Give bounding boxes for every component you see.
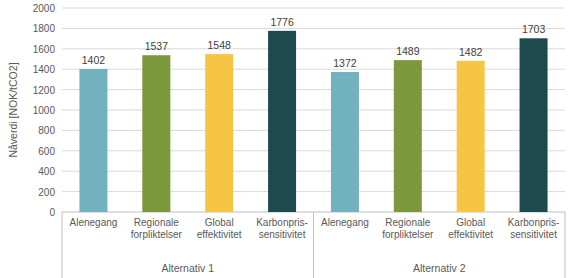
category-label: Karbonpris-sensitivitet <box>508 217 560 240</box>
y-tick-label: 200 <box>38 187 55 198</box>
category-label: Alenegang <box>70 217 118 228</box>
y-axis-title: Nåverdi [NOK/tCO2] <box>7 62 19 157</box>
grid-line <box>62 8 565 9</box>
y-tick-label: 800 <box>38 125 55 136</box>
category-label: Globaleffektivitet <box>197 217 242 240</box>
bar <box>520 38 548 212</box>
grid-line <box>62 28 565 29</box>
bar <box>268 31 296 212</box>
y-tick-label: 1400 <box>33 64 56 75</box>
y-tick-label: 2000 <box>33 3 56 14</box>
grid-line <box>62 110 565 111</box>
category-label: Karbonpris-sensitivitet <box>256 217 308 240</box>
bars <box>79 31 547 212</box>
group-separator <box>565 212 566 278</box>
grid-line <box>62 130 565 131</box>
grid-line <box>62 150 565 151</box>
bar <box>331 72 359 212</box>
grid-line <box>62 191 565 192</box>
y-tick-label: 1000 <box>33 105 56 116</box>
category-label: Alenegang <box>321 217 369 228</box>
data-label: 1482 <box>459 46 483 58</box>
data-label: 1776 <box>270 16 294 28</box>
category-label: Globaleffektivitet <box>448 217 493 240</box>
bar <box>205 54 233 212</box>
group-separator <box>313 212 314 278</box>
data-label: 1548 <box>208 39 232 51</box>
category-label: Regionaleforpliktelser <box>131 217 183 240</box>
grid-line <box>62 171 565 172</box>
grid-line <box>62 48 565 49</box>
chart: 0 200 400 600 800 1000 1200 1400 1600 1800 2000 Nåv… <box>0 0 575 278</box>
data-label: 1703 <box>522 23 546 35</box>
data-label: 1537 <box>145 40 169 52</box>
y-tick-label: 400 <box>38 166 55 177</box>
bar <box>457 61 485 212</box>
data-label: 1402 <box>82 54 106 66</box>
y-tick-label: 600 <box>38 146 55 157</box>
bar <box>79 69 107 212</box>
group-label: Alternativ 2 <box>413 262 466 274</box>
grid-line <box>62 89 565 90</box>
y-tick-label: 1200 <box>33 85 56 96</box>
data-label: 1489 <box>396 45 420 57</box>
data-label: 1372 <box>333 57 357 69</box>
y-tick-label: 1600 <box>33 44 56 55</box>
grid-line <box>62 69 565 70</box>
bar <box>142 55 170 212</box>
bar <box>394 60 422 212</box>
group-label: Alternativ 1 <box>161 262 214 274</box>
group-separator <box>62 212 63 278</box>
category-label: Regionaleforpliktelser <box>382 217 434 240</box>
y-tick-label: 0 <box>49 207 55 218</box>
y-tick-label: 1800 <box>33 23 56 34</box>
